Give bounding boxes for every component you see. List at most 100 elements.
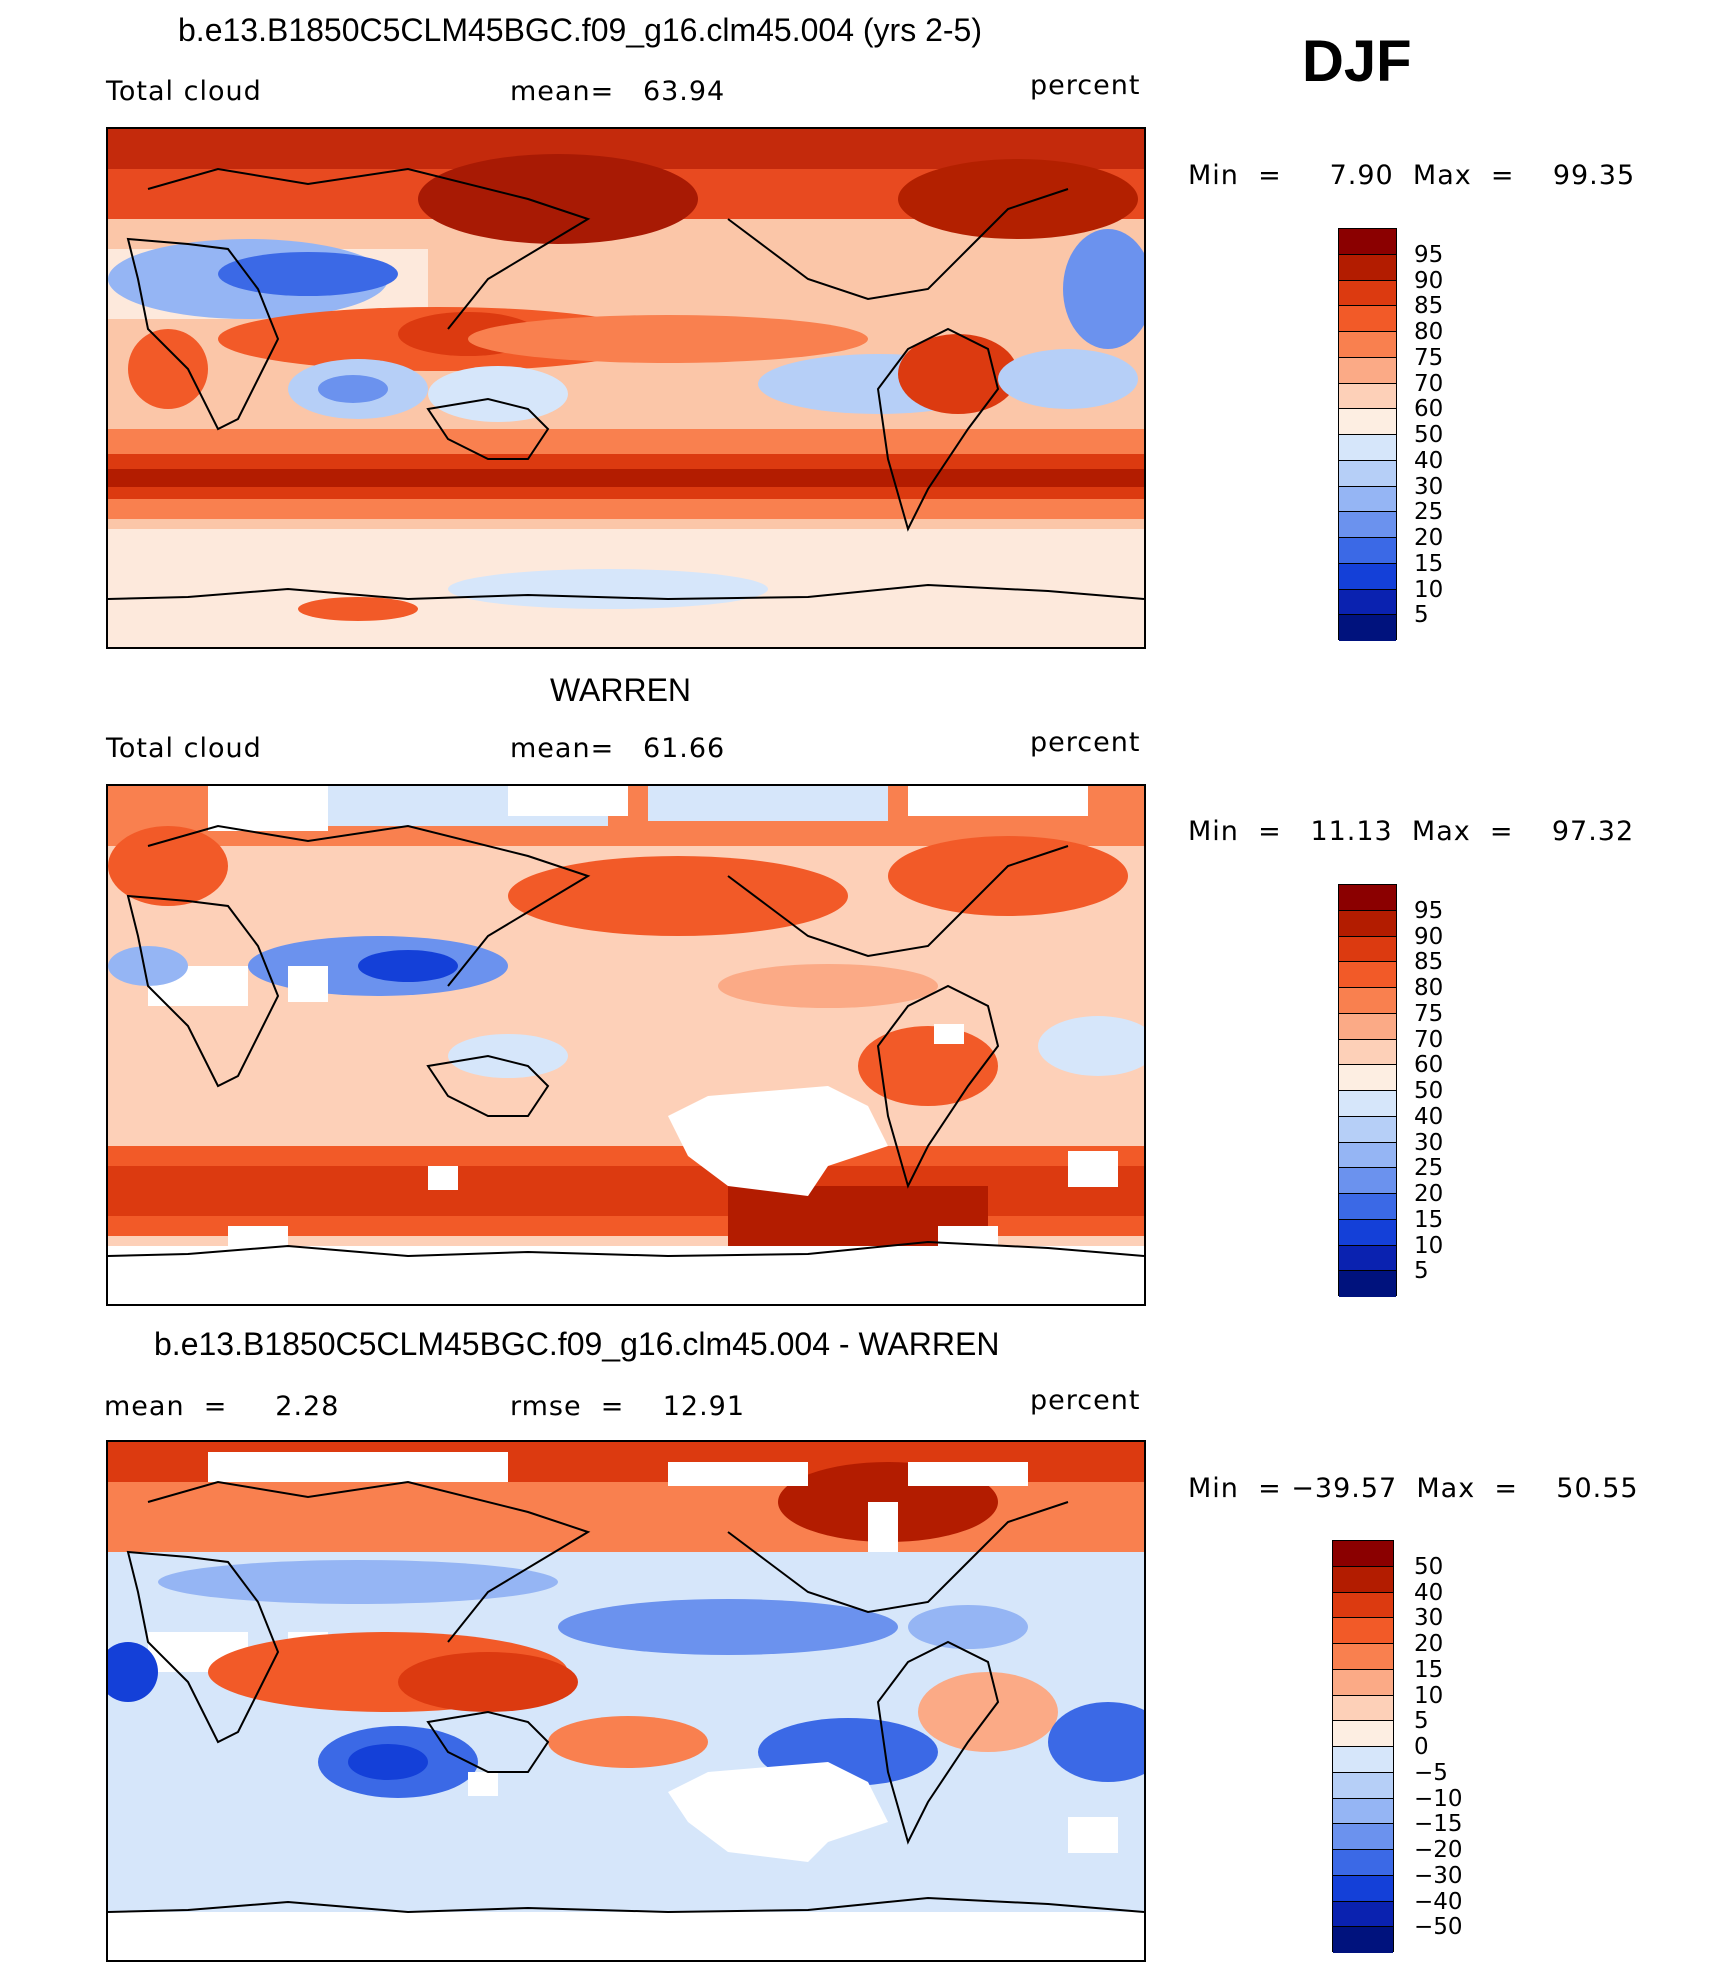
panel-2-colorbar-labels: 95 90 85 80 75 70 60 50 40 30 25 20 15 10 5: [1414, 884, 1474, 1296]
panel-1-units: percent: [1030, 70, 1141, 101]
colorbar-tick-label: 60: [1414, 1052, 1444, 1079]
panel-3-field: [108, 1442, 1144, 1960]
colorbar-tick-label: 95: [1414, 241, 1444, 268]
colorbar-segment: [1339, 1065, 1396, 1091]
colorbar-segment: [1339, 962, 1396, 988]
colorbar-tick-label: 20: [1414, 1181, 1444, 1207]
colorbar-segment: [1339, 615, 1396, 641]
colorbar-segment: [1339, 229, 1396, 255]
colorbar-segment: [1339, 563, 1396, 590]
colorbar-segment: [1339, 357, 1396, 384]
colorbar-tick-label: 70: [1414, 1026, 1444, 1053]
colorbar-segment: [1339, 589, 1396, 616]
colorbar-tick-label: 80: [1414, 975, 1444, 1001]
colorbar-tick-label: 30: [1414, 473, 1444, 500]
colorbar-segment: [1333, 1618, 1393, 1644]
colorbar-tick-label: −50: [1414, 1914, 1463, 1941]
colorbar-tick-label: 50: [1414, 1078, 1444, 1104]
season-label: DJF: [1302, 29, 1412, 94]
colorbar-segment: [1339, 306, 1396, 332]
colorbar-segment: [1339, 1245, 1396, 1272]
colorbar-tick-label: 25: [1414, 1155, 1444, 1182]
colorbar-tick-label: 5: [1414, 1258, 1429, 1285]
colorbar-segment: [1333, 1901, 1393, 1928]
panel-1-colorbar-labels: 95 90 85 80 75 70 60 50 40 30 25 20 15 10 5: [1414, 228, 1474, 640]
colorbar-segment: [1333, 1850, 1393, 1876]
colorbar-tick-label: −20: [1414, 1837, 1463, 1863]
colorbar-segment: [1339, 460, 1396, 487]
colorbar-segment: [1339, 988, 1396, 1014]
colorbar-tick-label: −10: [1414, 1785, 1463, 1812]
panel-2-variable-label: Total cloud: [106, 733, 262, 764]
colorbar-tick-label: 90: [1414, 923, 1444, 950]
colorbar-segment: [1339, 1091, 1396, 1117]
colorbar-segment: [1333, 1695, 1393, 1722]
colorbar-segment: [1333, 1772, 1393, 1799]
panel-3-units: percent: [1030, 1385, 1141, 1416]
colorbar-tick-label: 20: [1414, 1631, 1444, 1657]
colorbar-tick-label: −15: [1414, 1811, 1463, 1838]
panel-1-field: [108, 129, 1144, 647]
colorbar-segment: [1339, 910, 1396, 937]
colorbar-segment: [1339, 1194, 1396, 1220]
colorbar-tick-label: 40: [1414, 1579, 1444, 1606]
colorbar-tick-label: 50: [1414, 1553, 1444, 1580]
colorbar-tick-label: 85: [1414, 949, 1444, 976]
colorbar-tick-label: −5: [1414, 1759, 1448, 1786]
colorbar-tick-label: 10: [1414, 576, 1444, 603]
panel-3-colorbar-labels: 50 40 30 20 15 10 5 0 −5 −10 −15 −20 −30 −40 −50: [1414, 1540, 1484, 1952]
panel-3-minmax: Min = −39.57 Max = 50.55: [1188, 1473, 1639, 1504]
colorbar-tick-label: 30: [1414, 1129, 1444, 1156]
colorbar-segment: [1339, 1013, 1396, 1040]
panel-1-minmax: Min = 7.90 Max = 99.35: [1188, 160, 1636, 191]
panel-2-minmax: Min = 11.13 Max = 97.32: [1188, 816, 1635, 847]
colorbar-tick-label: 0: [1414, 1734, 1429, 1760]
panel-1-colorbar: [1338, 228, 1397, 641]
colorbar-tick-label: 80: [1414, 319, 1444, 345]
colorbar-segment: [1333, 1721, 1393, 1747]
colorbar-segment: [1333, 1798, 1393, 1825]
colorbar-segment: [1339, 936, 1396, 963]
colorbar-tick-label: 25: [1414, 499, 1444, 526]
colorbar-segment: [1333, 1541, 1393, 1567]
colorbar-tick-label: 10: [1414, 1682, 1444, 1709]
colorbar-tick-label: 75: [1414, 344, 1444, 371]
colorbar-segment: [1333, 1592, 1393, 1619]
panel-3-map: [106, 1440, 1146, 1962]
panel-3-mean: mean = 2.28: [104, 1391, 340, 1422]
colorbar-segment: [1339, 383, 1396, 410]
colorbar-tick-label: 5: [1414, 1708, 1429, 1735]
panel-1-variable-label: Total cloud: [106, 76, 262, 107]
panel-2-units: percent: [1030, 727, 1141, 758]
colorbar-segment: [1339, 409, 1396, 435]
colorbar-tick-label: 10: [1414, 1232, 1444, 1259]
colorbar-segment: [1333, 1747, 1393, 1773]
colorbar-tick-label: 50: [1414, 422, 1444, 448]
colorbar-segment: [1339, 332, 1396, 358]
colorbar-tick-label: 40: [1414, 447, 1444, 474]
colorbar-segment: [1339, 486, 1396, 513]
colorbar-segment: [1339, 1039, 1396, 1066]
colorbar-tick-label: −40: [1414, 1888, 1463, 1915]
colorbar-tick-label: 90: [1414, 267, 1444, 294]
colorbar-segment: [1339, 1142, 1396, 1169]
colorbar-segment: [1339, 885, 1396, 911]
colorbar-tick-label: 30: [1414, 1605, 1444, 1632]
colorbar-tick-label: 75: [1414, 1000, 1444, 1027]
panel-1-title: b.e13.B1850C5CLM45BGC.f09_g16.clm45.004 …: [178, 12, 982, 48]
panel-3-colorbar: [1332, 1540, 1394, 1953]
colorbar-segment: [1339, 1116, 1396, 1143]
colorbar-tick-label: 20: [1414, 525, 1444, 551]
colorbar-segment: [1339, 1219, 1396, 1246]
panel-1-mean: mean= 63.94: [510, 76, 726, 107]
colorbar-segment: [1333, 1824, 1393, 1850]
panel-1-map: [106, 127, 1146, 649]
colorbar-segment: [1339, 280, 1396, 307]
colorbar-tick-label: 85: [1414, 293, 1444, 320]
colorbar-segment: [1339, 538, 1396, 564]
panel-2-colorbar: [1338, 884, 1397, 1297]
colorbar-segment: [1339, 254, 1396, 281]
colorbar-segment: [1333, 1927, 1393, 1953]
colorbar-segment: [1333, 1875, 1393, 1902]
colorbar-segment: [1339, 1271, 1396, 1297]
